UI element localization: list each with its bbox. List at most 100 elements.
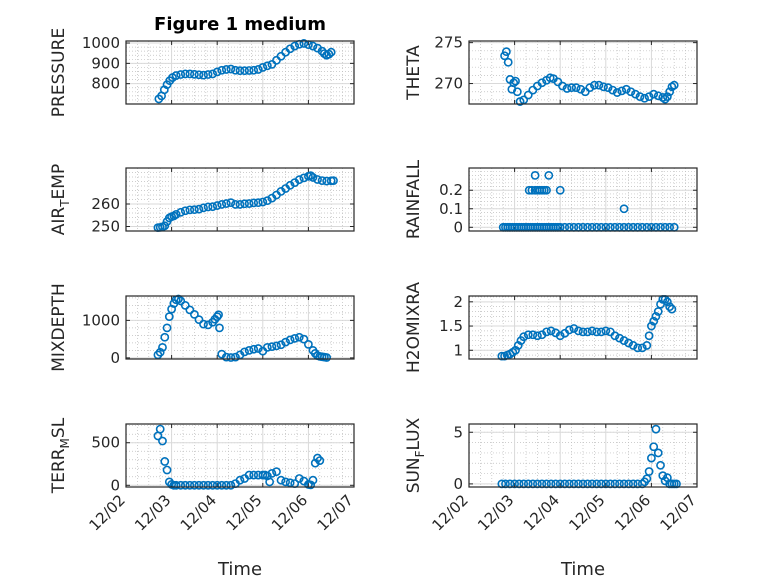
data-point [240, 199, 249, 209]
data-point [546, 326, 556, 336]
data-point [158, 436, 167, 446]
data-point [272, 467, 281, 477]
data-point [544, 171, 554, 180]
data-point [306, 171, 316, 181]
data-point [226, 64, 236, 74]
y-tick-label: 270 [434, 75, 463, 93]
data-point [658, 471, 668, 481]
data-point [564, 325, 574, 335]
data-point [649, 442, 659, 452]
data-point [176, 70, 186, 79]
data-point [203, 320, 213, 330]
data-point [231, 65, 240, 75]
data-point [653, 448, 663, 458]
data-point [281, 337, 290, 347]
data-point [649, 316, 659, 326]
plot-area [469, 41, 697, 104]
data-point [583, 327, 592, 337]
data-point [217, 65, 227, 75]
data-point [253, 65, 263, 74]
data-point [644, 467, 654, 476]
x-tick-label: 12/04 [520, 491, 563, 534]
data-point [500, 51, 509, 61]
y-axis-label: THETA [404, 45, 424, 101]
y-tick-label: 0 [453, 475, 463, 493]
data-point [226, 480, 236, 490]
data-point [276, 475, 286, 485]
y-axis-label: AIRTEMP [49, 164, 72, 235]
axes-box [125, 40, 355, 105]
data-point [189, 309, 199, 319]
data-point [226, 353, 236, 362]
y-tick-label: 1000 [82, 34, 120, 52]
data-point [631, 89, 640, 99]
data-point [240, 66, 249, 76]
data-point [272, 341, 281, 351]
data-point [656, 460, 665, 470]
data-point [212, 480, 222, 490]
figure-title: Figure 1 medium [154, 14, 326, 35]
data-point [221, 480, 231, 490]
data-point [160, 457, 170, 466]
x-tick-label: 12/03 [474, 491, 517, 534]
data-point [244, 199, 254, 208]
data-markers [154, 39, 336, 104]
data-point [217, 200, 227, 209]
data-point [626, 87, 636, 97]
data-point [281, 477, 290, 487]
data-point [578, 327, 588, 337]
y-tick-label: 1.5 [439, 317, 463, 335]
data-point [585, 83, 595, 93]
data-point [267, 342, 277, 352]
data-point [212, 67, 222, 77]
data-point [624, 338, 633, 348]
data-markers [153, 424, 325, 490]
subplot-h2omixra: 1 1.5 2 H2OMIXRA [404, 282, 698, 373]
data-point [562, 84, 572, 93]
data-point [651, 424, 661, 434]
data-point [326, 47, 336, 57]
data-point [558, 81, 567, 91]
data-point [596, 327, 606, 337]
data-point [619, 204, 629, 214]
data-point [285, 44, 295, 54]
data-markers [498, 171, 679, 232]
data-point [647, 453, 656, 463]
y-tick-label: 900 [91, 54, 120, 72]
data-point [612, 88, 622, 97]
data-point [497, 351, 507, 361]
data-point [235, 475, 245, 485]
subplot-theta: 270 275 THETA [404, 34, 698, 106]
subplot-pressure: 800 900 1000 PRESSURE [49, 28, 355, 117]
data-point [203, 480, 213, 490]
data-point [555, 185, 565, 195]
x-tick-label: 12/02 [429, 491, 472, 534]
axes-box [468, 295, 698, 360]
y-axis-label: RAINFALL [404, 159, 424, 239]
y-tick-label: 1 [453, 341, 463, 359]
data-point [199, 319, 208, 329]
data-point [244, 345, 254, 355]
data-point [262, 61, 272, 71]
data-point [203, 70, 213, 79]
data-point [231, 352, 240, 362]
data-point [249, 344, 259, 354]
data-point [290, 333, 300, 343]
data-point [590, 80, 599, 90]
data-markers [153, 171, 338, 233]
data-point [155, 424, 165, 434]
x-tick-label: 12/06 [268, 491, 311, 534]
data-point [603, 83, 613, 93]
x-tick-label: 12/07 [314, 491, 357, 534]
data-point [221, 65, 231, 74]
y-tick-label: 0 [110, 349, 120, 367]
data-point [667, 304, 677, 314]
data-point [226, 198, 236, 208]
data-point [180, 206, 190, 216]
data-point [642, 341, 652, 350]
data-point [662, 92, 672, 102]
axes-box [125, 423, 355, 488]
y-tick-label: 250 [91, 218, 120, 236]
data-point [267, 468, 277, 478]
